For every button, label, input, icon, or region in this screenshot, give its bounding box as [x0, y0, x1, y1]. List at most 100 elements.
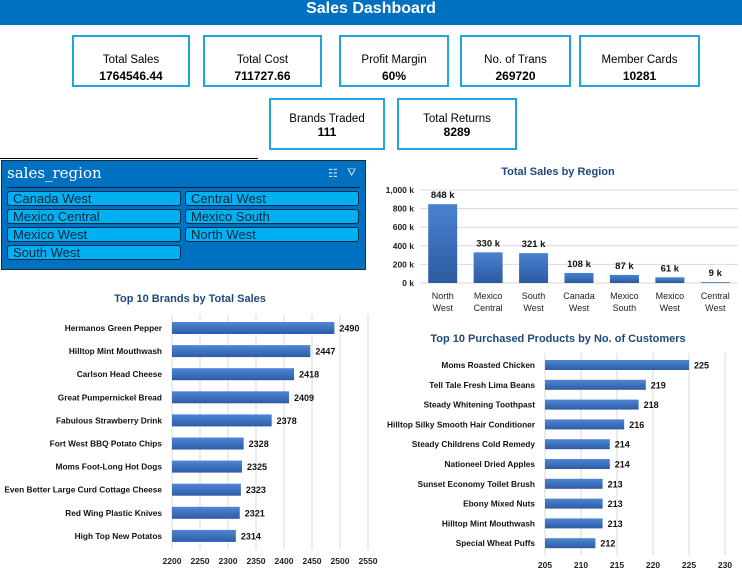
kpi-value: 269720: [495, 69, 536, 83]
bar: [545, 379, 646, 390]
bar: [172, 529, 236, 542]
data-label: 61 k: [661, 263, 680, 274]
kpi-label: Member Cards: [601, 54, 678, 66]
x-tick-label: South: [522, 291, 546, 301]
bar: [564, 272, 594, 283]
dashboard-title: Sales Dashboard: [0, 0, 742, 25]
bar: [519, 253, 549, 283]
data-label: 219: [651, 380, 666, 390]
bar: [172, 345, 311, 358]
category-label: Fabulous Strawberry Drink: [56, 415, 162, 425]
x-tick-label: Central: [701, 291, 730, 301]
y-tick-label: 400 k: [393, 241, 415, 251]
kpi-member-cards: Member Cards 10281: [579, 35, 700, 87]
kpi-no-of-trans: No. of Trans 269720: [460, 35, 571, 87]
bar: [655, 277, 685, 283]
kpi-label: Brands Traded: [289, 113, 365, 125]
bar: [545, 498, 603, 509]
data-label: 2418: [299, 370, 319, 380]
x-tick-label: 205: [538, 560, 552, 570]
data-label: 87 k: [615, 261, 634, 272]
y-tick-label: 600 k: [393, 222, 415, 232]
bar: [545, 439, 610, 450]
slicer-item-central-west[interactable]: Central West: [185, 191, 359, 206]
kpi-value: 10281: [622, 69, 657, 83]
x-tick-label: West: [569, 303, 590, 313]
data-label: 2409: [294, 393, 314, 403]
category-label: Hilltop Mint Mouthwash: [69, 346, 162, 356]
data-label: 9 k: [709, 268, 723, 279]
x-tick-label: West: [433, 303, 454, 313]
bar: [172, 460, 242, 473]
bar: [545, 459, 610, 469]
category-label: Special Wheat Puffs: [456, 538, 536, 548]
slicer-item-north-west[interactable]: North West: [185, 227, 359, 242]
bar: [428, 204, 458, 283]
y-tick-label: 1,000 k: [386, 185, 415, 195]
slicer-item-south-west[interactable]: South West: [7, 245, 181, 260]
x-tick-label: Central: [474, 303, 503, 313]
category-label: Steady Whitening Toothpast: [424, 400, 536, 410]
bar: [172, 506, 240, 519]
data-label: 2378: [277, 416, 297, 426]
multi-select-icon[interactable]: ☷: [328, 168, 338, 180]
kpi-value: 1764546.44: [99, 69, 163, 83]
slicer-item-mexico-south[interactable]: Mexico South: [185, 209, 359, 224]
data-label: 212: [600, 539, 615, 549]
bar: [700, 282, 730, 283]
category-label: Steady Childrens Cold Remedy: [412, 439, 535, 449]
data-label: 2447: [315, 347, 335, 357]
data-label: 218: [644, 400, 659, 410]
category-label: Hilltop Silky Smooth Hair Conditioner: [387, 419, 536, 429]
category-label: Hermanos Green Pepper: [65, 323, 163, 333]
products-chart-title: Top 10 Purchased Products by No. of Cust…: [430, 333, 685, 345]
kpi-total-sales: Total Sales 1764546.44: [72, 35, 190, 87]
slicer-separator: [7, 187, 360, 188]
bar: [609, 274, 639, 283]
slicer-item-canada-west[interactable]: Canada West: [7, 191, 181, 206]
x-tick-label: South: [613, 303, 637, 313]
category-label: Tell Tale Fresh Lima Beans: [429, 380, 535, 390]
x-tick-label: 2200: [163, 556, 182, 566]
x-tick-label: West: [705, 303, 726, 313]
data-label: 213: [608, 519, 623, 529]
slicer-title: sales_region: [7, 164, 102, 182]
category-label: Carlson Head Cheese: [77, 369, 163, 379]
x-tick-label: 2400: [275, 556, 294, 566]
slicer-item-mexico-central[interactable]: Mexico Central: [7, 209, 181, 224]
kpi-total-cost: Total Cost 711727.66: [203, 35, 322, 87]
x-tick-label: 2300: [219, 556, 238, 566]
x-tick-label: North: [432, 291, 454, 301]
bar: [172, 437, 244, 450]
kpi-label: Total Sales: [102, 54, 160, 66]
category-label: Fort West BBQ Potato Chips: [50, 439, 163, 449]
y-tick-label: 200 k: [393, 259, 415, 269]
bar: [473, 252, 503, 283]
bar: [545, 538, 596, 549]
slicer-item-mexico-west[interactable]: Mexico West: [7, 227, 181, 242]
x-tick-label: 225: [682, 560, 696, 570]
data-label: 2323: [246, 485, 266, 495]
x-tick-label: 2250: [191, 556, 210, 566]
x-tick-label: Canada: [563, 291, 595, 301]
x-tick-label: Mexico: [474, 291, 503, 301]
x-tick-label: 220: [646, 560, 660, 570]
kpi-brands-traded: Brands Traded 111: [269, 98, 385, 150]
data-label: 2328: [249, 439, 269, 449]
data-label: 2325: [247, 462, 267, 472]
clear-filter-icon[interactable]: ⛛: [347, 167, 357, 179]
kpi-label: Total Cost: [236, 54, 289, 66]
data-label: 2490: [339, 324, 359, 334]
data-label: 108 k: [567, 259, 591, 270]
sales-region-slicer: sales_region ☷ ⛛ Canada West Central Wes…: [1, 160, 366, 270]
y-tick-label: 800 k: [393, 204, 415, 214]
data-label: 214: [615, 460, 630, 470]
category-label: Great Pumpernickel Bread: [58, 392, 162, 402]
category-label: Ebony Mixed Nuts: [463, 499, 535, 509]
x-tick-label: 210: [574, 560, 588, 570]
kpi-total-returns: Total Returns 8289: [397, 98, 517, 150]
data-label: 2321: [245, 508, 265, 518]
bar: [172, 322, 335, 334]
kpi-label: No. of Trans: [484, 54, 547, 66]
bar: [172, 391, 290, 404]
